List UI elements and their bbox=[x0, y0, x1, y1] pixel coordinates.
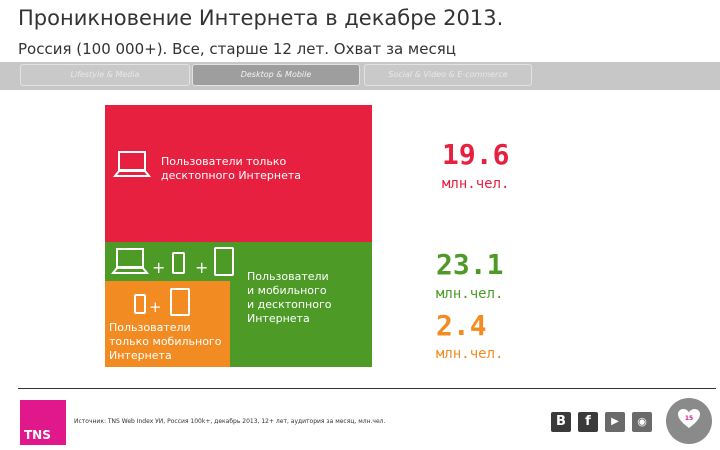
svg-text:+: + bbox=[152, 258, 165, 277]
both-label-line4: Интернета bbox=[247, 312, 310, 325]
vk-icon[interactable]: B bbox=[551, 412, 571, 432]
both-value: 23.1 bbox=[436, 248, 504, 281]
desktop-only-label: Пользователи только десктопного Интернет… bbox=[161, 155, 301, 183]
both-label-line3: и десктопного bbox=[247, 298, 332, 311]
tab-desktop-mobile[interactable]: Desktop & Mobile bbox=[192, 64, 360, 86]
desktop-only-label-line1: Пользователи только bbox=[161, 155, 287, 168]
desktop-only-value: 19.6 bbox=[442, 138, 510, 171]
tab-lifestyle-media[interactable]: Lifestyle & Media bbox=[20, 64, 190, 86]
source-note: Источник: TNS Web Index УИ, Россия 100k+… bbox=[74, 418, 386, 425]
tns-logo: TNS bbox=[20, 400, 66, 445]
both-label-line1: Пользователи bbox=[247, 270, 329, 283]
desktop-only-label-line2: десктопного Интернета bbox=[161, 169, 302, 182]
both-label: Пользователи и мобильного и десктопного … bbox=[247, 270, 331, 326]
phone-plus-tablet-icon: + bbox=[134, 288, 190, 316]
svg-text:+: + bbox=[195, 258, 208, 277]
mobile-only-value: 2.4 bbox=[436, 309, 487, 342]
both-unit: млн.чел. bbox=[436, 286, 504, 302]
audience-chart: Пользователи только десктопного Интернет… bbox=[105, 105, 372, 367]
heart-icon bbox=[678, 409, 700, 428]
desktop-only-segment: Пользователи только десктопного Интернет… bbox=[105, 105, 372, 242]
laptop-plus-phone-plus-tablet-icon: + + bbox=[111, 247, 234, 277]
mobile-only-label: Пользователи только мобильного Интернета bbox=[109, 321, 221, 363]
mobile-only-segment: + Пользователи только мобильного Интерне… bbox=[105, 281, 230, 367]
facebook-icon[interactable]: f bbox=[578, 412, 598, 432]
laptop-icon bbox=[113, 151, 151, 177]
tns-logo-text: TNS bbox=[24, 428, 51, 442]
footer-divider bbox=[18, 388, 716, 389]
mobile-only-label-line2: только мобильного bbox=[109, 335, 222, 348]
tab-social-video-ecommerce[interactable]: Social & Video & E-commerce bbox=[364, 64, 532, 86]
mobile-only-label-line3: Интернета bbox=[109, 349, 172, 362]
page-badge: 15 bbox=[666, 398, 712, 444]
youtube-icon[interactable]: ▶ bbox=[605, 412, 625, 432]
slide-subtitle: Россия (100 000+). Все, старше 12 лет. О… bbox=[18, 40, 456, 58]
desktop-only-unit: млн.чел. bbox=[442, 176, 510, 192]
mobile-only-label-line1: Пользователи bbox=[109, 321, 191, 334]
slide-title: Проникновение Интернета в декабре 2013. bbox=[18, 6, 504, 30]
both-label-line2: и мобильного bbox=[247, 284, 327, 297]
mobile-only-unit: млн.чел. bbox=[436, 346, 504, 362]
rss-icon[interactable]: ◉ bbox=[632, 412, 652, 432]
svg-text:+: + bbox=[149, 298, 162, 316]
page-number: 15 bbox=[684, 415, 694, 422]
